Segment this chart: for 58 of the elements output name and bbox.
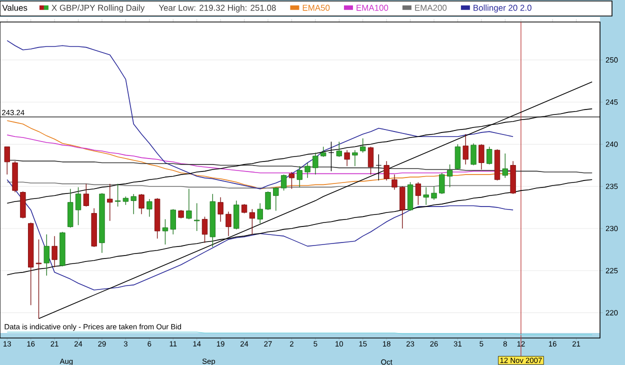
candlestick — [446, 164, 453, 188]
candlestick — [352, 150, 358, 166]
candlestick — [328, 141, 334, 172]
candlestick — [114, 183, 121, 207]
candlestick — [36, 239, 42, 319]
candlestick — [44, 234, 50, 276]
candlestick — [280, 174, 287, 191]
candlestick — [312, 152, 318, 175]
candlestick — [423, 186, 429, 206]
legend-title: Values — [2, 4, 28, 11]
candlestick — [470, 143, 476, 166]
candlestick — [478, 144, 484, 170]
legend-label: Bollinger 20 2.0 — [474, 4, 532, 12]
candlestick — [265, 191, 271, 210]
candlestick — [138, 194, 144, 215]
candlestick — [400, 186, 406, 229]
candlestick — [296, 166, 302, 188]
candlestick — [384, 160, 390, 181]
candlestick — [454, 144, 461, 170]
candlestick — [241, 204, 248, 214]
candlestick — [170, 208, 176, 235]
candlestick — [431, 186, 437, 200]
candlestick — [360, 138, 366, 153]
candlestick — [194, 202, 200, 232]
candlestick — [304, 162, 310, 178]
legend-label: EMA100 — [356, 4, 388, 11]
candlestick — [439, 172, 445, 194]
legend-label: EMA200 — [415, 4, 447, 11]
candlestick — [392, 174, 398, 190]
candlestick — [226, 211, 232, 236]
candlestick — [130, 194, 136, 215]
candlestick — [273, 186, 279, 212]
candlestick — [146, 198, 152, 218]
candlestick — [486, 146, 492, 165]
candlestick — [288, 172, 295, 190]
candlestick — [83, 183, 90, 207]
candlestick — [107, 183, 113, 222]
candlestick — [336, 141, 342, 158]
candlestick — [344, 150, 350, 166]
legend-label: X GBP/JPY Rolling Daily — [52, 4, 145, 12]
candlestick — [4, 146, 10, 175]
legend-label: EMA50 — [302, 4, 330, 11]
candlestick — [320, 146, 326, 158]
candlestick — [502, 153, 508, 178]
candlestick — [202, 216, 208, 244]
candlestick — [462, 134, 468, 165]
candlestick — [75, 186, 82, 226]
candlestick — [186, 188, 192, 220]
candlestick — [52, 236, 58, 268]
chart-subtitle: Year Low: 219.32 High: 251.08 — [158, 4, 276, 12]
candlestick — [162, 218, 168, 245]
candlestick — [376, 154, 382, 181]
candlestick — [368, 146, 374, 175]
candlestick — [415, 182, 422, 206]
candlestick — [234, 200, 240, 230]
candlestick — [257, 202, 263, 224]
candlestick — [218, 196, 224, 222]
candlestick — [249, 208, 256, 235]
